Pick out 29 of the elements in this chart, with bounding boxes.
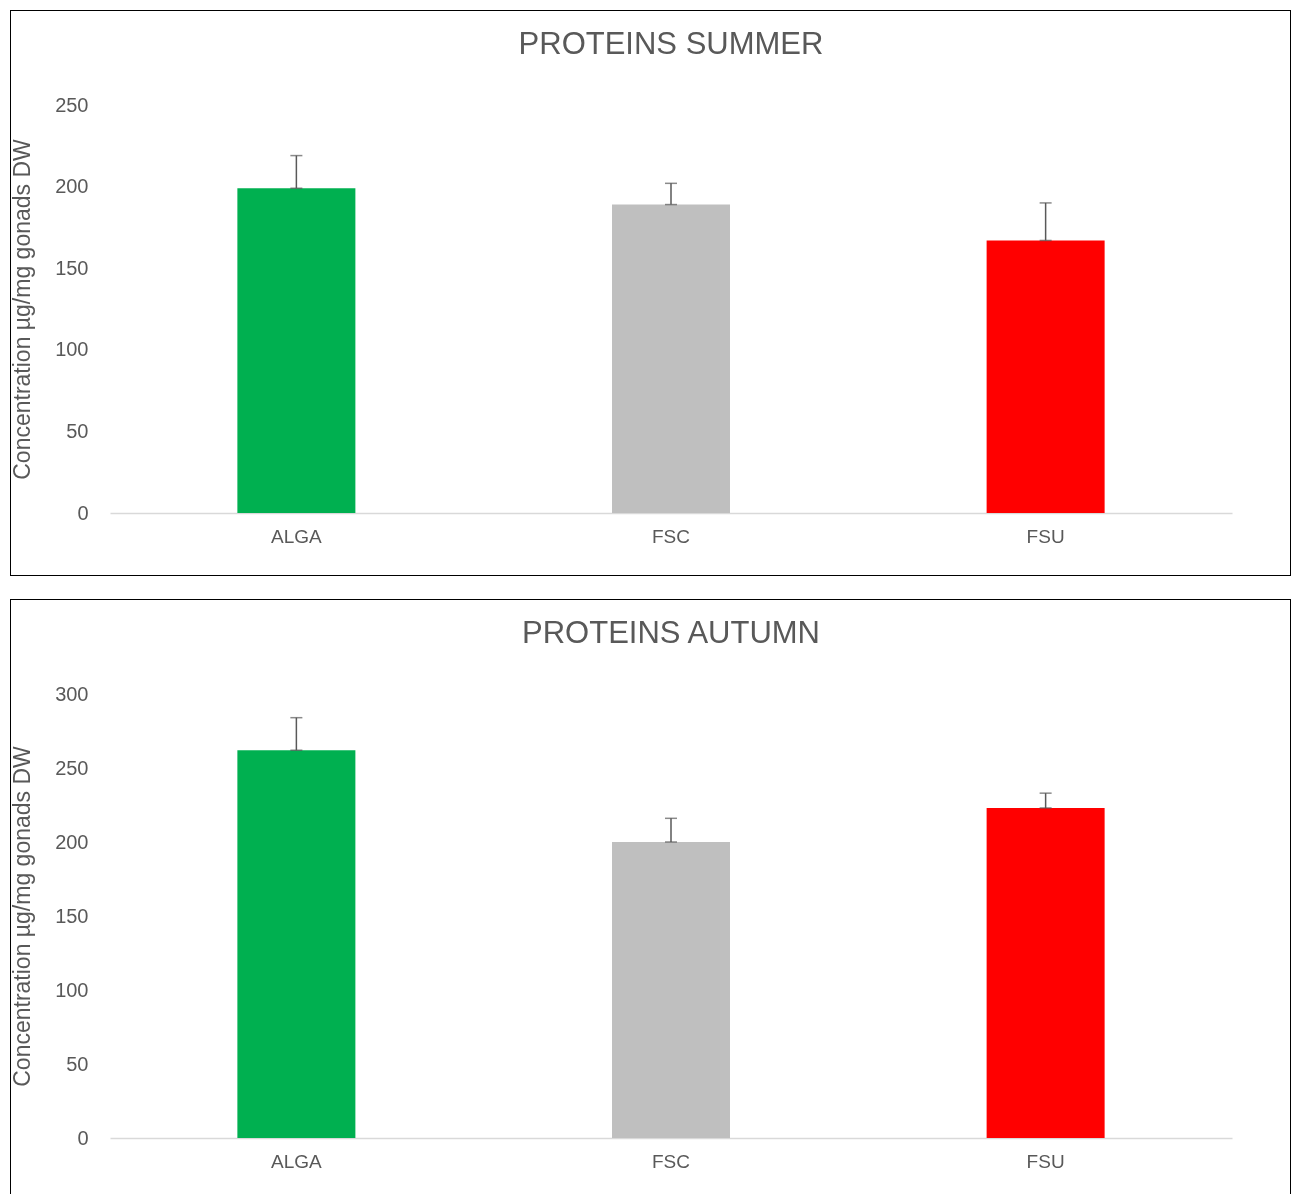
y-axis-title: Concentration µg/mg gonads DW xyxy=(9,745,36,1087)
y-tick-label: 150 xyxy=(55,256,89,279)
x-tick-label: FSU xyxy=(1026,525,1065,547)
y-tick-label: 250 xyxy=(55,93,89,116)
y-axis-title: Concentration µg/mg gonads DW xyxy=(9,138,36,480)
chart-title: PROTEINS AUTUMN xyxy=(522,615,820,650)
x-tick-label: FSC xyxy=(652,1150,690,1172)
bar xyxy=(612,842,730,1138)
x-tick-label: FSU xyxy=(1026,1150,1065,1172)
y-tick-label: 250 xyxy=(55,756,89,779)
y-tick-label: 200 xyxy=(55,175,89,198)
y-tick-label: 100 xyxy=(55,978,89,1001)
x-tick-label: ALGA xyxy=(271,525,323,547)
bar xyxy=(237,188,356,513)
y-tick-label: 50 xyxy=(66,1052,89,1075)
y-tick-label: 100 xyxy=(55,338,89,361)
bar xyxy=(237,750,356,1138)
bar xyxy=(612,204,730,513)
x-tick-label: FSC xyxy=(652,525,690,547)
chart-title: PROTEINS SUMMER xyxy=(518,26,824,61)
bar xyxy=(986,240,1105,513)
y-tick-label: 150 xyxy=(55,904,89,927)
y-tick-label: 0 xyxy=(77,1126,89,1149)
bar xyxy=(986,807,1105,1138)
x-tick-label: ALGA xyxy=(271,1150,323,1172)
y-tick-label: 0 xyxy=(77,501,89,524)
y-tick-label: 50 xyxy=(66,419,89,442)
y-tick-label: 300 xyxy=(55,682,89,705)
y-tick-label: 200 xyxy=(55,830,89,853)
